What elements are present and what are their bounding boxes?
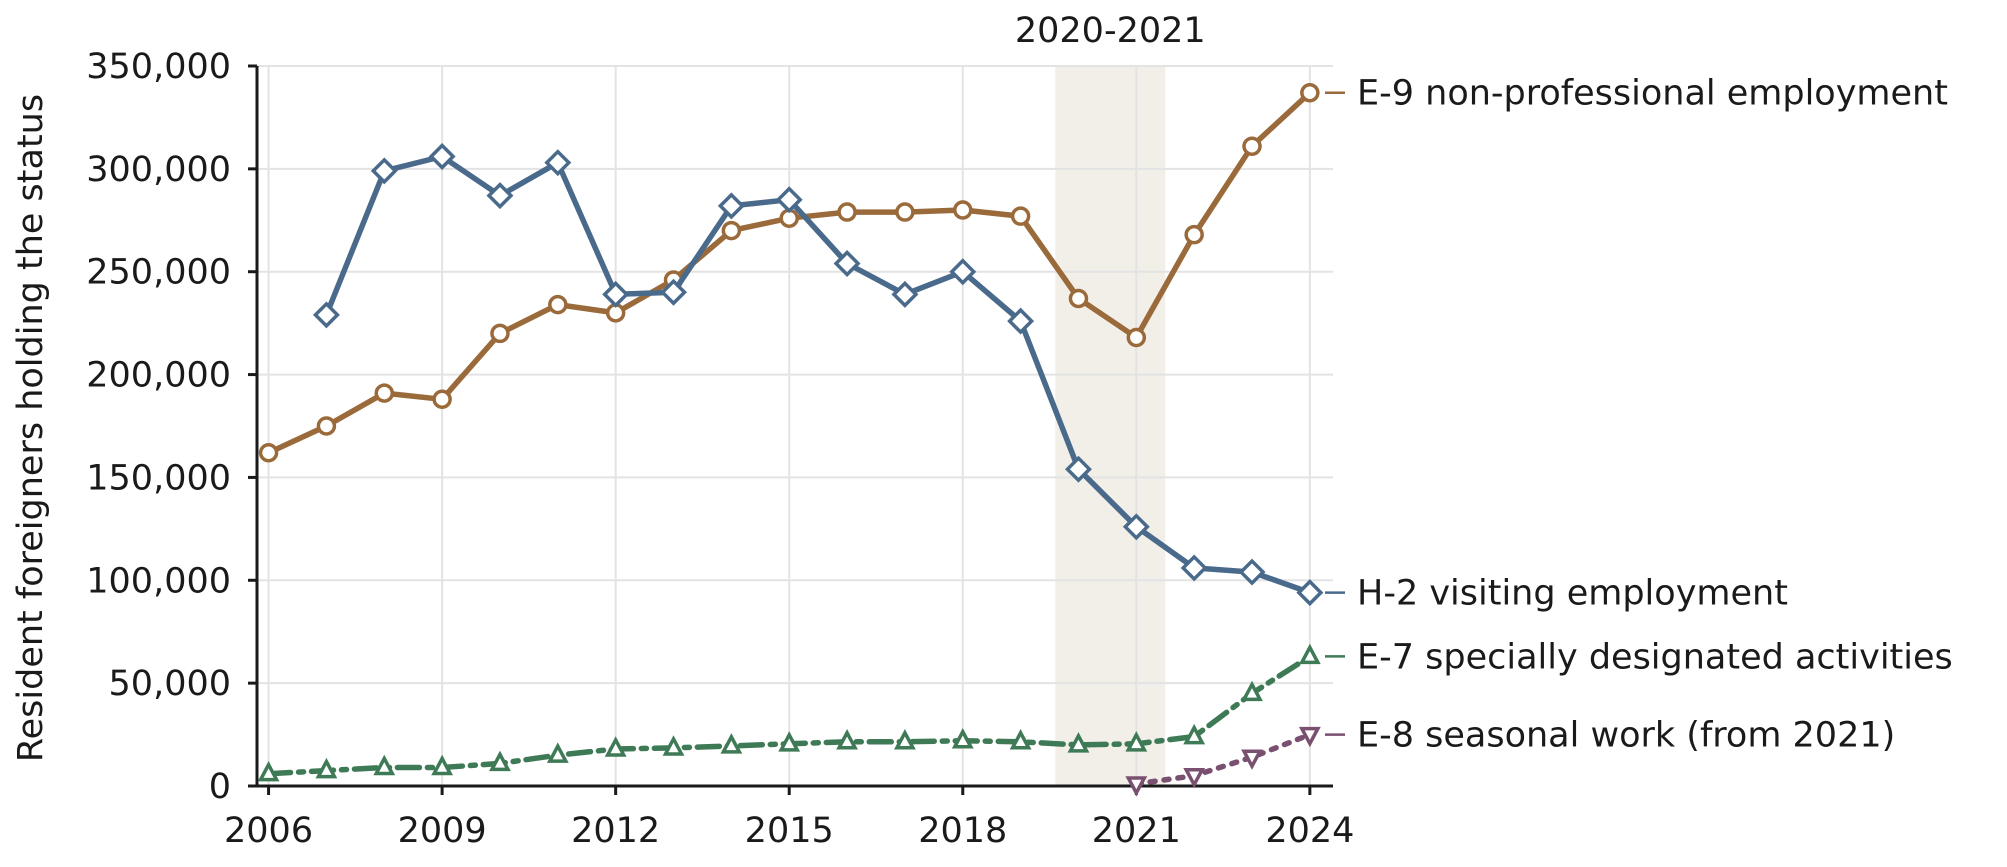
highlight-band-label: 2020-2021 — [1015, 11, 1206, 51]
axes — [255, 66, 1333, 788]
data-point — [717, 192, 745, 220]
data-point — [837, 202, 857, 222]
data-point — [312, 301, 340, 329]
y-tick-label: 150,000 — [86, 458, 231, 498]
x-tick-label: 2021 — [1092, 811, 1181, 851]
data-point — [546, 742, 569, 763]
data-point — [1296, 579, 1324, 607]
series-labels: E-9 non-professional employment H-2 visit… — [1325, 74, 1953, 756]
data-point — [953, 200, 973, 220]
data-point — [836, 729, 858, 750]
data-point — [1298, 726, 1321, 748]
data-point — [720, 733, 743, 754]
data-point — [544, 149, 572, 177]
y-tick-label: 300,000 — [86, 150, 231, 190]
data-point — [1300, 82, 1320, 103]
data-point — [316, 416, 337, 436]
data-point — [604, 736, 627, 757]
data-point — [431, 754, 454, 776]
data-point — [1298, 643, 1321, 665]
data-point — [1009, 729, 1032, 750]
y-tick-label: 50,000 — [109, 664, 231, 704]
data-point — [951, 728, 974, 749]
highlight-band-group: 2020-2021 — [1015, 11, 1206, 786]
x-tick-label: 2012 — [571, 811, 660, 851]
y-tick-label: 100,000 — [86, 561, 231, 601]
series-h-2-visiting-employment — [312, 143, 1324, 607]
y-tick-label: 350,000 — [86, 47, 231, 87]
series-line — [1133, 731, 1313, 787]
data-point — [662, 735, 685, 756]
x-tick-label: 2006 — [224, 811, 313, 851]
data-point — [428, 143, 456, 170]
axis-ticks: 2006 2009 2012 2015 2018 2021 2024 0 50,000 100,0… — [86, 47, 1354, 851]
grid-lines — [257, 65, 1333, 787]
data-point — [949, 258, 977, 286]
data-point — [1242, 136, 1262, 156]
data-point — [1126, 327, 1147, 348]
data-point — [893, 729, 916, 750]
data-point — [490, 323, 510, 344]
data-point — [1180, 554, 1208, 582]
highlight-band — [1055, 66, 1166, 786]
data-point — [1064, 455, 1092, 483]
data-point — [1067, 732, 1090, 753]
data-point — [1184, 224, 1204, 245]
data-point — [1238, 558, 1266, 586]
data-point — [315, 757, 338, 779]
data-point — [778, 731, 801, 752]
data-point — [895, 202, 915, 222]
x-tick-label: 2018 — [918, 811, 1007, 851]
data-point — [257, 760, 280, 782]
data-point — [489, 750, 511, 772]
y-tick-label: 200,000 — [86, 356, 231, 396]
data-point — [1183, 767, 1206, 789]
y-tick-label: 250,000 — [86, 253, 231, 293]
data-point — [373, 754, 396, 776]
y-axis-title: Resident foreigners holding the status — [11, 94, 51, 762]
series-e-9-non-professional-employment — [258, 82, 1320, 463]
data-point — [374, 383, 395, 403]
data-point — [1241, 680, 1263, 702]
data-point — [1010, 206, 1031, 226]
data-point — [548, 294, 568, 315]
data-point — [370, 157, 398, 185]
data-point — [891, 280, 919, 308]
series-lines — [257, 82, 1324, 797]
data-point — [258, 442, 279, 463]
data-point — [1125, 776, 1148, 797]
series-label: H-2 visiting employment — [1357, 574, 1788, 614]
data-point — [775, 186, 803, 214]
series-e-8-seasonal-work-from-2021 — [1125, 726, 1321, 797]
data-point — [602, 280, 630, 308]
data-point — [1068, 288, 1089, 309]
series-label: E-9 non-professional employment — [1357, 74, 1948, 114]
data-point — [721, 220, 742, 241]
series-e-7-specially-designated-activities — [257, 643, 1321, 782]
data-point — [1122, 513, 1150, 541]
x-tick-label: 2009 — [398, 811, 487, 851]
data-point — [1241, 749, 1263, 770]
data-point — [1125, 731, 1148, 752]
series-line — [323, 153, 1313, 596]
y-tick-label: 0 — [209, 767, 231, 807]
data-point — [660, 278, 687, 306]
data-point — [833, 250, 861, 277]
data-point — [1007, 307, 1035, 335]
series-label: E-8 seasonal work (from 2021) — [1357, 716, 1895, 756]
data-point — [1183, 723, 1206, 745]
data-point — [432, 389, 452, 410]
data-point — [486, 182, 514, 210]
x-tick-label: 2024 — [1265, 811, 1354, 851]
x-tick-label: 2015 — [745, 811, 834, 851]
series-label: E-7 specially designated activities — [1357, 637, 1953, 677]
